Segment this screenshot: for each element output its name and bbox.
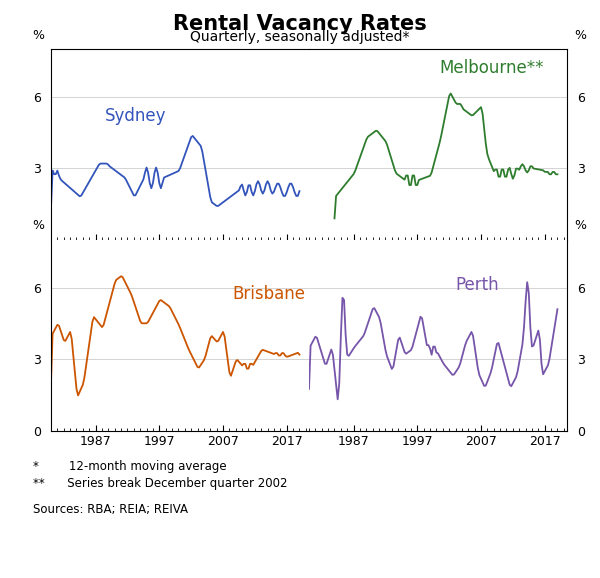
Text: Perth: Perth xyxy=(455,276,499,294)
Text: *        12-month moving average: * 12-month moving average xyxy=(33,460,227,472)
Text: Sydney: Sydney xyxy=(105,107,167,125)
Text: Melbourne**: Melbourne** xyxy=(440,59,544,77)
Text: %: % xyxy=(32,219,44,232)
Text: Sources: RBA; REIA; REIVA: Sources: RBA; REIA; REIVA xyxy=(33,503,188,516)
Text: %: % xyxy=(574,219,586,232)
Text: Rental Vacancy Rates: Rental Vacancy Rates xyxy=(173,14,427,35)
Text: Quarterly, seasonally adjusted*: Quarterly, seasonally adjusted* xyxy=(190,30,410,44)
Text: %: % xyxy=(574,28,586,42)
Text: Brisbane: Brisbane xyxy=(233,286,305,303)
Text: **      Series break December quarter 2002: ** Series break December quarter 2002 xyxy=(33,477,287,490)
Text: %: % xyxy=(32,28,44,42)
